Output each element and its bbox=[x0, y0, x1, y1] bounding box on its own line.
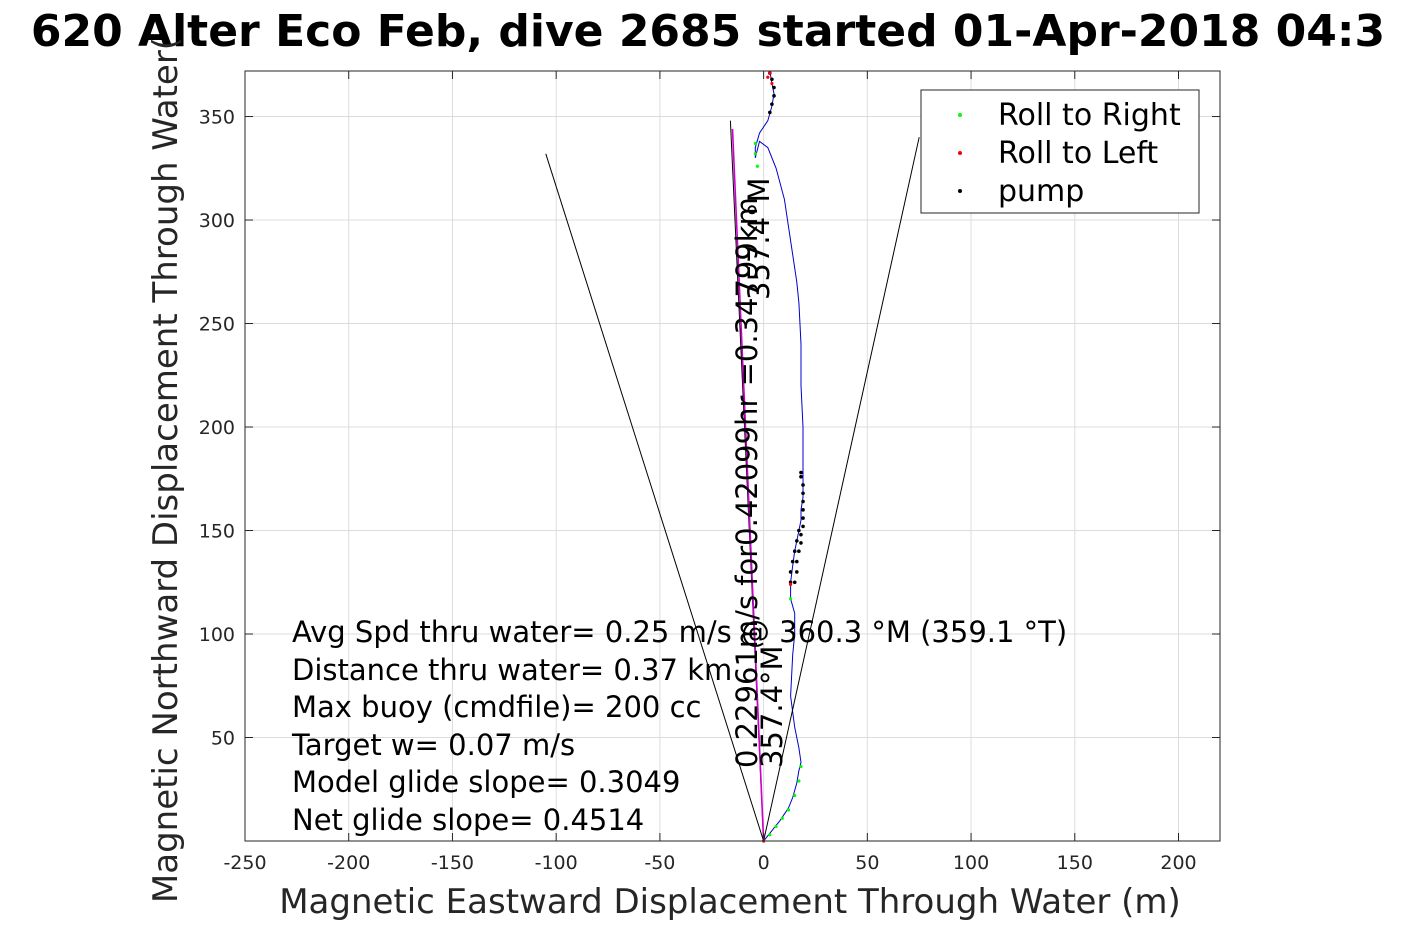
speed-distance-label: 0.22961m/s for0.42099hr =0.34799km bbox=[730, 197, 764, 768]
y-tick-label: 150 bbox=[199, 521, 235, 543]
roll-left-marker bbox=[788, 582, 793, 586]
chart-title: 620 Alter Eco Feb, dive 2685 started 01-… bbox=[31, 6, 1385, 57]
pump-marker bbox=[801, 516, 805, 520]
y-axis-label: Magnetic Northward Displacement Through … bbox=[146, 37, 186, 903]
y-tick-label: 250 bbox=[199, 314, 235, 336]
x-ticks: -250 -200 -150 -100 -50 0 50 100 150 200 bbox=[223, 71, 1197, 874]
grid bbox=[244, 71, 1220, 841]
x-tick-label: 0 bbox=[758, 852, 770, 874]
annotation-avg-speed: Avg Spd thru water= 0.25 m/s @ 360.3 °M … bbox=[292, 615, 1067, 649]
legend-label-roll-right: Roll to Right bbox=[998, 98, 1181, 133]
roll-right-marker bbox=[768, 833, 772, 837]
pump-marker bbox=[801, 524, 805, 529]
roll-right-marker bbox=[786, 808, 791, 812]
pump-marker bbox=[772, 85, 776, 90]
pump-marker bbox=[790, 559, 795, 564]
x-tick-label: -150 bbox=[431, 852, 474, 874]
annotation-model-glide: Model glide slope= 0.3049 bbox=[292, 765, 680, 799]
annotation-net-glide: Net glide slope= 0.4514 bbox=[292, 803, 644, 837]
annotation-max-buoy: Max buoy (cmdfile)= 200 cc bbox=[292, 690, 701, 724]
annotation-distance: Distance thru water= 0.37 km bbox=[292, 653, 732, 687]
pump-marker bbox=[799, 474, 803, 479]
pump-marker bbox=[801, 483, 805, 487]
x-axis-label: Magnetic Eastward Displacement Through W… bbox=[279, 882, 1181, 922]
roll-right-marker bbox=[780, 816, 784, 820]
heading-label-upper: 357.4°M bbox=[742, 177, 776, 300]
y-tick-label: 300 bbox=[199, 210, 235, 232]
plot-frame bbox=[244, 70, 1221, 842]
roll-right-marker bbox=[788, 597, 793, 601]
pump-marker bbox=[770, 77, 774, 82]
x-tick-label: 150 bbox=[1057, 852, 1093, 874]
x-tick-label: -200 bbox=[327, 852, 370, 874]
y-ticks: 50 100 150 200 250 300 350 bbox=[199, 107, 1220, 750]
pump-marker bbox=[799, 532, 803, 537]
roll-right-marker bbox=[753, 141, 757, 146]
roll-right-marker bbox=[797, 779, 801, 783]
annotation-block: Avg Spd thru water= 0.25 m/s @ 360.3 °M … bbox=[291, 615, 1067, 837]
legend-box bbox=[920, 89, 1200, 214]
x-tick-label: 200 bbox=[1160, 852, 1196, 874]
pump-marker bbox=[792, 580, 797, 585]
x-tick-label: 50 bbox=[855, 852, 879, 874]
pump-marker bbox=[795, 559, 799, 564]
legend: Roll to Right Roll to Left pump bbox=[920, 89, 1200, 214]
x-tick-label: 100 bbox=[953, 852, 989, 874]
roll-left-marker bbox=[768, 71, 772, 75]
legend-label-roll-left: Roll to Left bbox=[998, 136, 1158, 171]
series-line-track bbox=[754, 70, 804, 842]
pump-marker bbox=[795, 539, 799, 543]
pump-marker bbox=[801, 491, 805, 496]
legend-marker-roll-right bbox=[958, 113, 962, 117]
x-tick-label: -100 bbox=[535, 852, 578, 874]
pump-marker bbox=[770, 102, 774, 106]
pump-marker bbox=[788, 570, 793, 574]
markers-group bbox=[753, 71, 805, 843]
pump-marker bbox=[768, 110, 772, 115]
y-tick-label: 50 bbox=[211, 728, 235, 750]
roll-right-marker bbox=[753, 152, 757, 156]
legend-label-pump: pump bbox=[998, 174, 1084, 209]
pump-marker bbox=[801, 499, 805, 504]
heading-label-lower: 357.4°M bbox=[755, 645, 789, 768]
y-tick-label: 200 bbox=[199, 417, 235, 439]
x-tick-label: -250 bbox=[223, 852, 266, 874]
pump-marker bbox=[801, 508, 805, 512]
roll-left-marker bbox=[770, 81, 774, 86]
pump-marker bbox=[795, 570, 799, 574]
pump-marker bbox=[792, 549, 797, 554]
roll-right-marker bbox=[799, 764, 803, 769]
legend-marker-roll-left bbox=[958, 151, 962, 155]
pump-marker bbox=[772, 94, 776, 98]
pump-marker bbox=[799, 470, 803, 475]
annotation-target-w: Target w= 0.07 m/s bbox=[291, 728, 575, 762]
pump-marker bbox=[799, 541, 803, 545]
x-tick-label: -50 bbox=[644, 852, 675, 874]
roll-right-marker bbox=[755, 164, 759, 168]
series-line-heading-line bbox=[731, 128, 765, 842]
roll-left-marker bbox=[766, 75, 770, 79]
line-labels: 0.22961m/s for0.42099hr =0.34799km 357.4… bbox=[730, 177, 789, 768]
y-tick-label: 350 bbox=[199, 107, 235, 129]
roll-right-marker bbox=[793, 793, 797, 798]
pump-marker bbox=[797, 549, 801, 554]
legend-marker-pump bbox=[958, 189, 962, 193]
roll-right-marker bbox=[774, 824, 778, 829]
pump-marker bbox=[797, 528, 801, 533]
y-tick-label: 100 bbox=[199, 624, 235, 646]
